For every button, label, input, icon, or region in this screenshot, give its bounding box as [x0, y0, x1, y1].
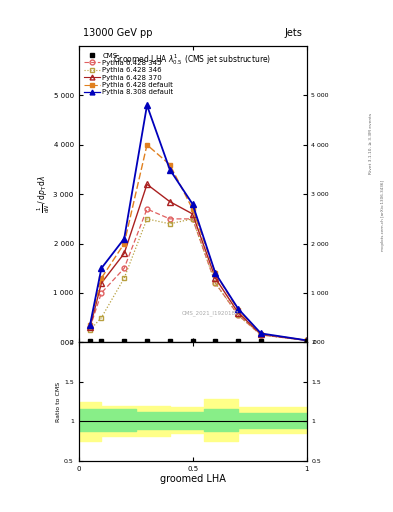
Text: Jets: Jets — [285, 28, 303, 38]
Text: Rivet 3.1.10, ≥ 3.3M events: Rivet 3.1.10, ≥ 3.3M events — [369, 113, 373, 174]
Text: mcplots.cern.ch [arXiv:1306.3436]: mcplots.cern.ch [arXiv:1306.3436] — [381, 180, 385, 250]
Y-axis label: $\frac{1}{\mathrm{d}N}\,/\,\mathrm{d}p_{\mathrm{T}}\,\mathrm{d}\lambda$: $\frac{1}{\mathrm{d}N}\,/\,\mathrm{d}p_{… — [36, 175, 52, 214]
Legend: CMS, Pythia 6.428 345, Pythia 6.428 346, Pythia 6.428 370, Pythia 6.428 default,: CMS, Pythia 6.428 345, Pythia 6.428 346,… — [84, 53, 174, 95]
Text: Groomed LHA $\lambda^{1}_{0.5}$ (CMS jet substructure): Groomed LHA $\lambda^{1}_{0.5}$ (CMS jet… — [114, 52, 272, 67]
Text: CMS_2021_I1920187: CMS_2021_I1920187 — [182, 310, 240, 315]
Y-axis label: Ratio to CMS: Ratio to CMS — [56, 381, 61, 421]
Text: 13000 GeV pp: 13000 GeV pp — [83, 28, 152, 38]
X-axis label: groomed LHA: groomed LHA — [160, 475, 226, 484]
